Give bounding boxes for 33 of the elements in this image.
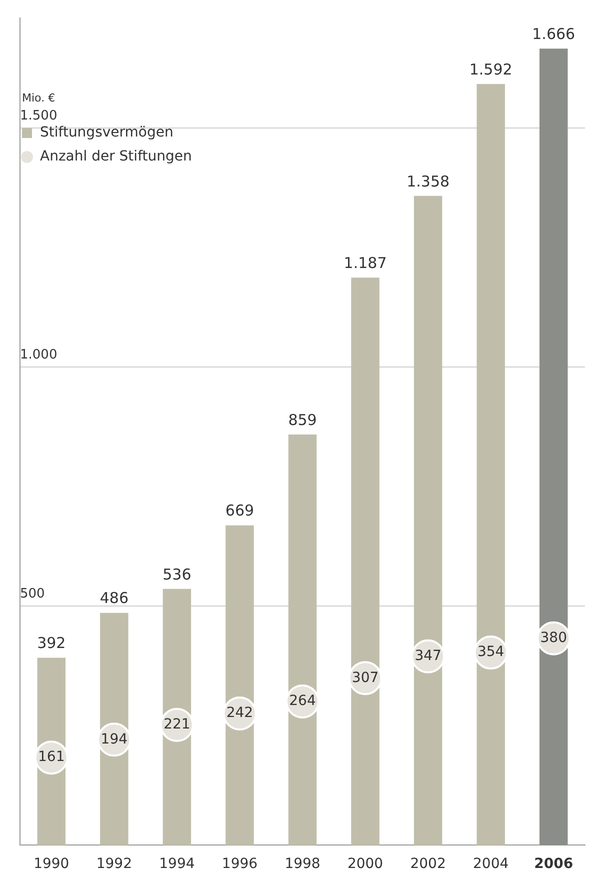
data-label: 1.187 bbox=[344, 254, 387, 272]
data-label: 669 bbox=[225, 502, 254, 520]
data-label: 392 bbox=[37, 634, 66, 652]
legend-label: Stiftungsvermögen bbox=[40, 124, 174, 141]
data-label: 354 bbox=[477, 644, 504, 660]
x-tick-label: 1992 bbox=[96, 856, 132, 872]
data-label: 307 bbox=[352, 670, 379, 686]
legend-label: Anzahl der Stiftungen bbox=[40, 148, 192, 165]
x-tick-label: 1996 bbox=[222, 856, 258, 872]
x-tick-label: 1994 bbox=[159, 856, 195, 872]
x-tick-label: 2002 bbox=[410, 856, 446, 872]
data-label: 242 bbox=[226, 705, 254, 722]
x-tick-label: 1998 bbox=[284, 856, 320, 872]
y-tick-label: 1.500 bbox=[20, 108, 58, 124]
data-label: 264 bbox=[289, 693, 316, 710]
data-label: 1.592 bbox=[469, 60, 512, 78]
data-label: 380 bbox=[540, 630, 567, 646]
y-tick-label: 500 bbox=[20, 586, 45, 602]
x-tick-label: 1990 bbox=[34, 856, 70, 872]
x-tick-label: 2000 bbox=[347, 856, 384, 872]
data-label: 536 bbox=[162, 565, 192, 584]
data-label: 859 bbox=[288, 410, 317, 429]
y-axis-title: Mio. € bbox=[22, 91, 56, 104]
x-tick-label: 2006 bbox=[534, 856, 574, 872]
data-label: 221 bbox=[164, 716, 190, 733]
data-label: 347 bbox=[414, 648, 442, 664]
data-label: 486 bbox=[100, 589, 128, 608]
data-label: 1.358 bbox=[406, 172, 450, 190]
x-tick-label: 2004 bbox=[473, 856, 509, 872]
data-label: 194 bbox=[100, 731, 128, 748]
data-label: 161 bbox=[38, 749, 65, 766]
y-tick-label: 1.000 bbox=[20, 347, 58, 362]
data-label: 1.666 bbox=[532, 24, 576, 43]
